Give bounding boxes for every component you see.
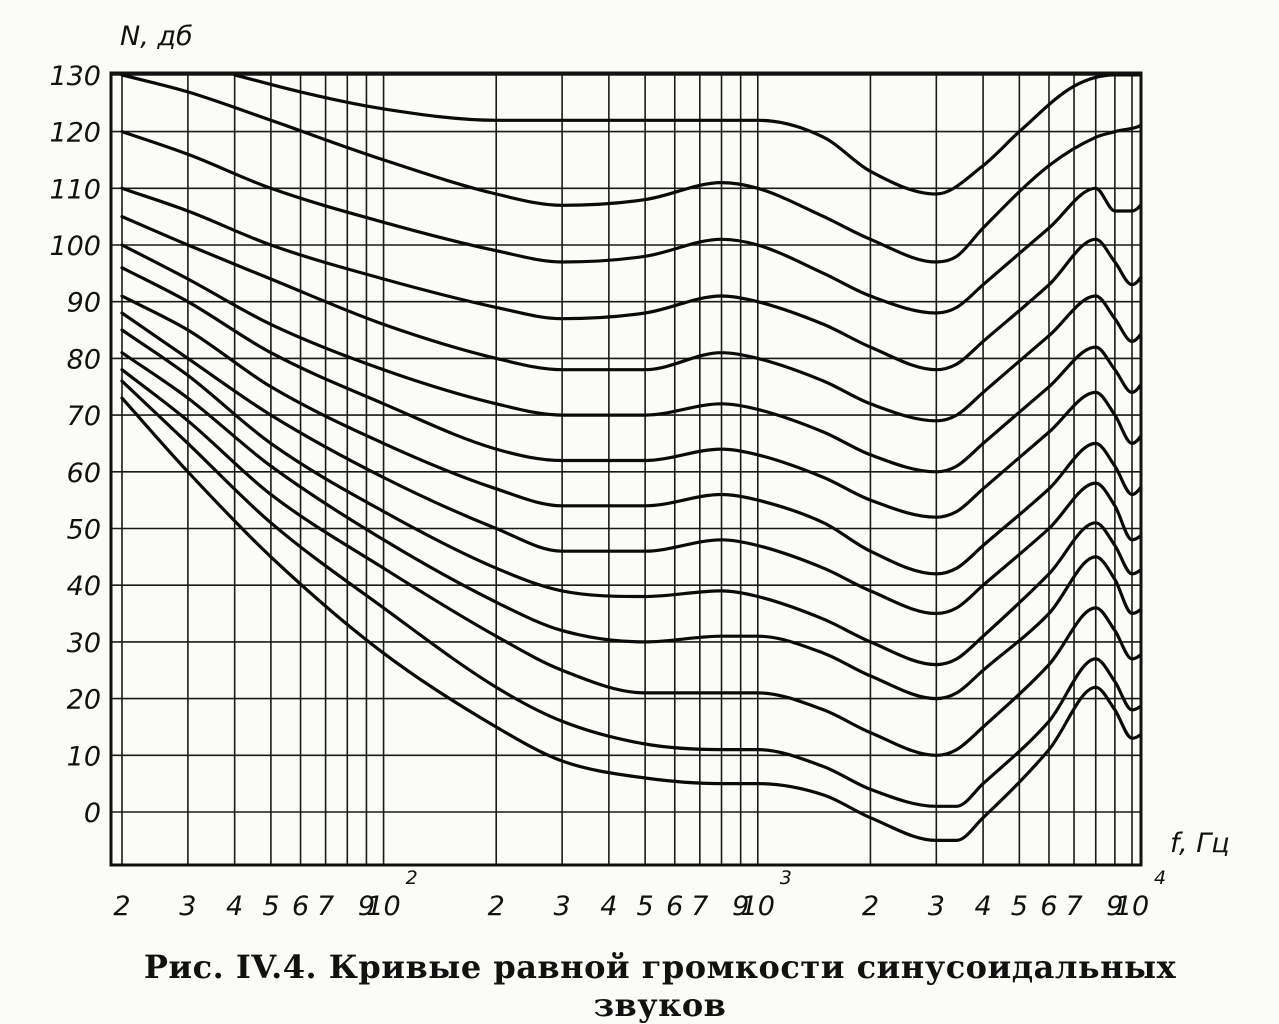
- x-tick-label: 4: [974, 891, 991, 922]
- x-tick-label: 9: [732, 891, 749, 922]
- x-tick-label: 7: [1065, 891, 1082, 922]
- loudness-curve: [120, 215, 1141, 423]
- x-tick-label: 9: [358, 891, 375, 922]
- y-tick-label: 130: [49, 61, 101, 92]
- y-tick-label: 40: [67, 571, 101, 602]
- x-tick-label: 5: [262, 891, 279, 922]
- y-tick-label: 70: [67, 401, 101, 432]
- plot-frame: [109, 71, 1143, 867]
- x-tick-label: 10: [741, 891, 775, 922]
- y-tick-label: 30: [67, 628, 101, 659]
- x-tick-label: 6: [292, 891, 309, 922]
- loudness-curve: [120, 328, 1141, 667]
- x-tick-label: 7: [317, 891, 334, 922]
- loudness-curve: [120, 379, 1141, 808]
- x-tick-label: 3: [179, 891, 196, 922]
- x-tick-label: 9: [1106, 891, 1123, 922]
- y-tick-label: 50: [67, 515, 101, 546]
- y-tick-label: 100: [49, 231, 101, 262]
- x-tick-exponent: 3: [780, 867, 792, 889]
- x-tick-label: 2: [113, 891, 130, 922]
- loudness-curve: [120, 243, 1141, 474]
- loudness-curve: [120, 368, 1141, 757]
- y-tick-label: 0: [84, 798, 101, 829]
- loudness-curve: [120, 186, 1141, 372]
- x-tick-label: 3: [554, 891, 571, 922]
- y-tick-label: 20: [67, 685, 101, 716]
- loudness-curve: [120, 266, 1141, 519]
- figure-caption: Рис. IV.4. Кривые равной громкости синус…: [143, 948, 1177, 1024]
- x-tick-label: 3: [928, 891, 945, 922]
- y-tick-label: 110: [49, 174, 101, 205]
- loudness-curve: [120, 73, 1141, 264]
- x-tick-label: 7: [691, 891, 708, 922]
- y-axis-title: N, дб: [120, 21, 193, 52]
- loudness-curve: [120, 351, 1141, 701]
- x-tick-label: 6: [1040, 891, 1057, 922]
- y-tick-label: 60: [67, 458, 101, 489]
- loudness-curves: [120, 73, 1141, 843]
- x-tick-label: 2: [862, 891, 879, 922]
- x-tick-exponent: 4: [1154, 867, 1166, 889]
- x-tick-label: 10: [366, 891, 400, 922]
- loudness-curve: [120, 130, 1141, 315]
- x-tick-label: 5: [1011, 891, 1028, 922]
- x-axis-title: f, Гц: [1170, 828, 1230, 859]
- loudness-curve: [233, 73, 1141, 196]
- y-tick-label: 80: [67, 344, 101, 375]
- y-tick-label: 120: [49, 118, 101, 149]
- x-tick-label: 4: [226, 891, 243, 922]
- x-tick-label: 4: [600, 891, 617, 922]
- loudness-curve: [120, 311, 1141, 616]
- loudness-curve: [120, 396, 1141, 843]
- x-tick-label: 10: [1115, 891, 1149, 922]
- x-tick-label: 5: [637, 891, 654, 922]
- loudness-curve: [120, 294, 1141, 576]
- x-tick-exponent: 2: [406, 867, 418, 889]
- y-tick-label: 10: [67, 741, 101, 772]
- x-tick-label: 2: [488, 891, 505, 922]
- y-tick-label: 90: [67, 288, 101, 319]
- x-tick-label: 6: [666, 891, 683, 922]
